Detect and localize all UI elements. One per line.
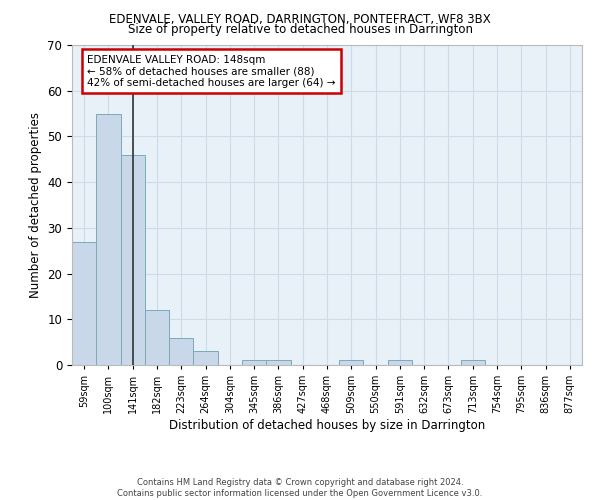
Text: Size of property relative to detached houses in Darrington: Size of property relative to detached ho…	[128, 22, 473, 36]
Bar	[266, 360, 290, 365]
Y-axis label: Number of detached properties: Number of detached properties	[29, 112, 42, 298]
Bar	[461, 360, 485, 365]
Bar	[242, 360, 266, 365]
Bar	[169, 338, 193, 365]
Bar	[96, 114, 121, 365]
X-axis label: Distribution of detached houses by size in Darrington: Distribution of detached houses by size …	[169, 419, 485, 432]
Bar	[388, 360, 412, 365]
Bar	[72, 242, 96, 365]
Text: EDENVALE, VALLEY ROAD, DARRINGTON, PONTEFRACT, WF8 3BX: EDENVALE, VALLEY ROAD, DARRINGTON, PONTE…	[109, 12, 491, 26]
Bar	[339, 360, 364, 365]
Text: Contains HM Land Registry data © Crown copyright and database right 2024.
Contai: Contains HM Land Registry data © Crown c…	[118, 478, 482, 498]
Bar	[145, 310, 169, 365]
Bar	[121, 154, 145, 365]
Bar	[193, 352, 218, 365]
Text: EDENVALE VALLEY ROAD: 148sqm
← 58% of detached houses are smaller (88)
42% of se: EDENVALE VALLEY ROAD: 148sqm ← 58% of de…	[88, 54, 336, 88]
